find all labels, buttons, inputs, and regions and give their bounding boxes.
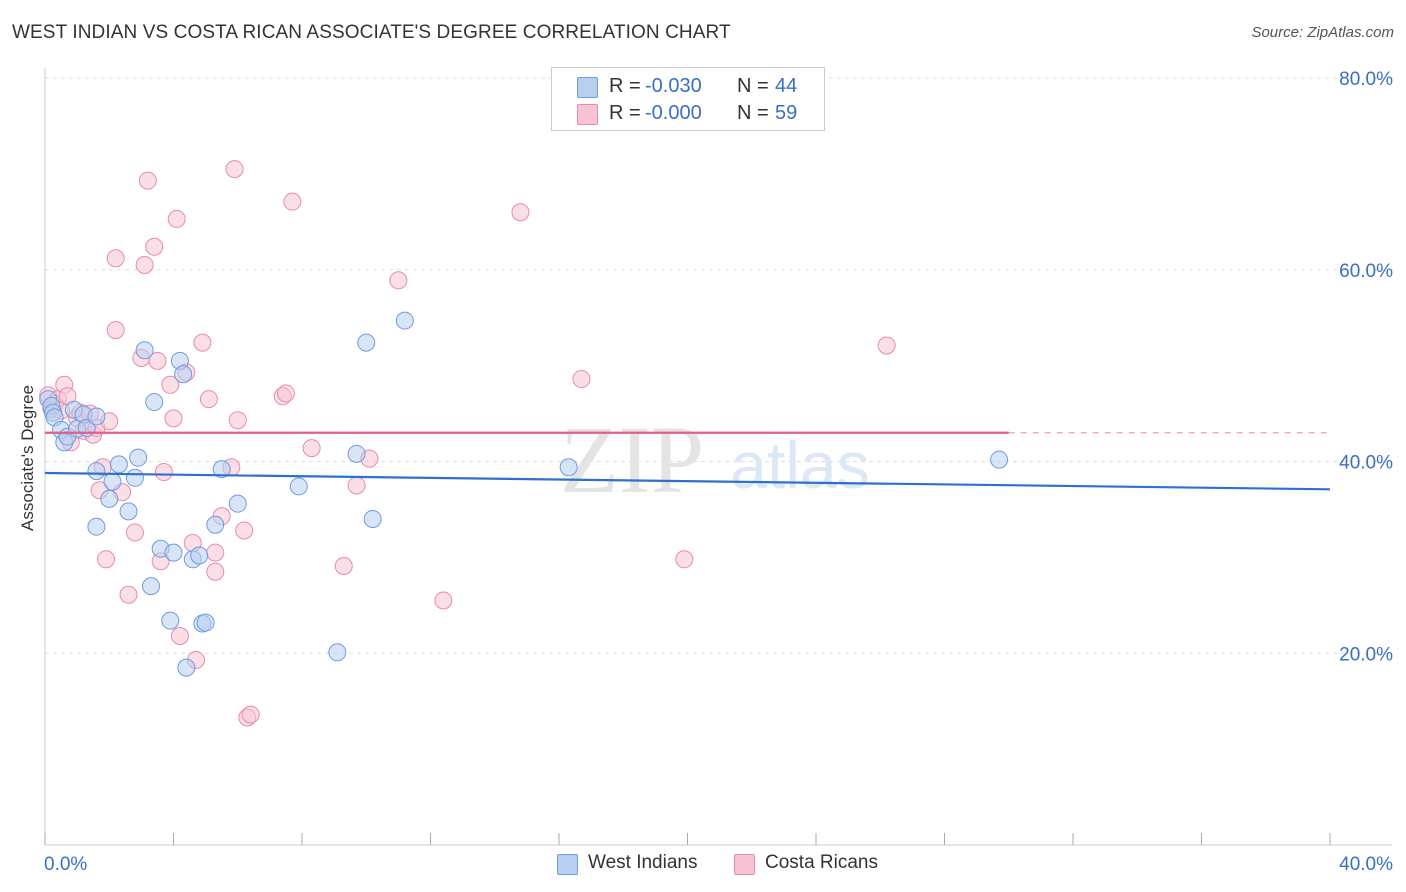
data-point: [129, 448, 148, 467]
data-point: [334, 557, 353, 576]
series-swatch-pink: [734, 854, 755, 875]
gridlines: [45, 77, 1392, 654]
data-point: [363, 510, 382, 529]
data-point: [328, 643, 347, 662]
data-point: [511, 203, 530, 222]
legend-r-value: -0.000: [645, 102, 702, 124]
data-point: [276, 384, 295, 403]
data-point: [167, 209, 186, 228]
data-point: [395, 311, 414, 330]
correlation-legend: R = -0.030 N = 44 R = -0.000 N = 59: [551, 67, 825, 131]
data-point: [119, 585, 138, 604]
legend-r-label: R =: [609, 102, 641, 124]
data-point: [145, 237, 164, 256]
data-point: [434, 591, 453, 610]
data-point: [170, 626, 189, 645]
source-label: Source: ZipAtlas.com: [1251, 24, 1394, 41]
data-point: [161, 611, 180, 630]
data-point: [225, 160, 244, 179]
chart-title: WEST INDIAN VS COSTA RICAN ASSOCIATE'S D…: [12, 22, 731, 43]
data-point: [161, 375, 180, 394]
data-point: [87, 517, 106, 536]
data-point: [283, 192, 302, 211]
data-point: [145, 393, 164, 412]
x-tick-label: 0.0%: [44, 854, 87, 875]
x-tick-label: 40.0%: [1339, 854, 1393, 875]
data-point: [389, 271, 408, 290]
watermark-zip: ZIP: [560, 406, 704, 513]
data-point: [206, 543, 225, 562]
west-indians-trend-line: [44, 471, 1331, 491]
data-point: [106, 321, 125, 340]
data-point: [135, 255, 154, 274]
data-point: [154, 463, 173, 482]
axes: [44, 68, 1392, 846]
data-point: [196, 613, 215, 632]
data-point: [135, 341, 154, 360]
data-point: [193, 333, 212, 352]
legend-swatch-blue: [577, 77, 598, 98]
data-point: [228, 494, 247, 513]
data-point: [125, 523, 144, 542]
data-point: [174, 365, 193, 384]
data-point: [109, 455, 128, 474]
data-point: [125, 468, 144, 487]
west-indians-points: [39, 311, 1009, 677]
legend-n-label: N =: [737, 75, 769, 97]
data-point: [675, 550, 694, 569]
data-point: [87, 462, 106, 481]
data-point: [177, 658, 196, 677]
data-point: [190, 546, 209, 565]
legend-n-value: 44: [775, 75, 798, 97]
data-point: [103, 472, 122, 491]
trend-lines: [44, 431, 1331, 491]
y-tick-label: 60.0%: [1339, 261, 1393, 282]
legend-r-value: -0.030: [645, 75, 702, 97]
data-point: [138, 171, 157, 190]
tick-labels: 20.0% 40.0% 60.0% 80.0% 0.0% 40.0%: [44, 69, 1393, 875]
y-tick-label: 80.0%: [1339, 69, 1393, 90]
data-point: [199, 390, 218, 409]
data-point: [206, 562, 225, 581]
data-point: [347, 444, 366, 463]
data-point: [100, 489, 119, 508]
data-point: [164, 543, 183, 562]
data-point: [97, 550, 116, 569]
data-point: [212, 460, 231, 479]
y-tick-label: 20.0%: [1339, 644, 1393, 665]
y-tick-label: 40.0%: [1339, 453, 1393, 474]
data-point: [148, 351, 167, 370]
data-point: [302, 439, 321, 458]
watermark: ZIP atlas: [560, 406, 870, 513]
costa-ricans-points: [39, 160, 896, 727]
data-point: [235, 521, 254, 540]
watermark-atlas: atlas: [730, 428, 869, 502]
legend-swatch-pink: [577, 104, 598, 125]
legend-r-label: R =: [609, 75, 641, 97]
data-point: [289, 477, 308, 496]
data-point: [241, 705, 260, 724]
data-point: [990, 450, 1009, 469]
series-name: Costa Ricans: [765, 852, 878, 873]
data-point: [206, 515, 225, 534]
data-point: [357, 333, 376, 352]
data-point: [119, 502, 138, 521]
data-point: [164, 409, 183, 428]
legend-n-label: N =: [737, 102, 769, 124]
y-axis-label: Associate's Degree: [18, 385, 37, 531]
data-point: [106, 249, 125, 268]
legend-n-value: 59: [775, 102, 798, 124]
data-point: [347, 476, 366, 495]
data-point: [877, 336, 896, 355]
series-swatch-blue: [557, 854, 578, 875]
data-point: [572, 370, 591, 389]
data-point: [87, 407, 106, 426]
series-name: West Indians: [588, 852, 698, 873]
data-point: [559, 458, 578, 477]
data-point: [228, 411, 247, 430]
data-point: [142, 577, 161, 596]
